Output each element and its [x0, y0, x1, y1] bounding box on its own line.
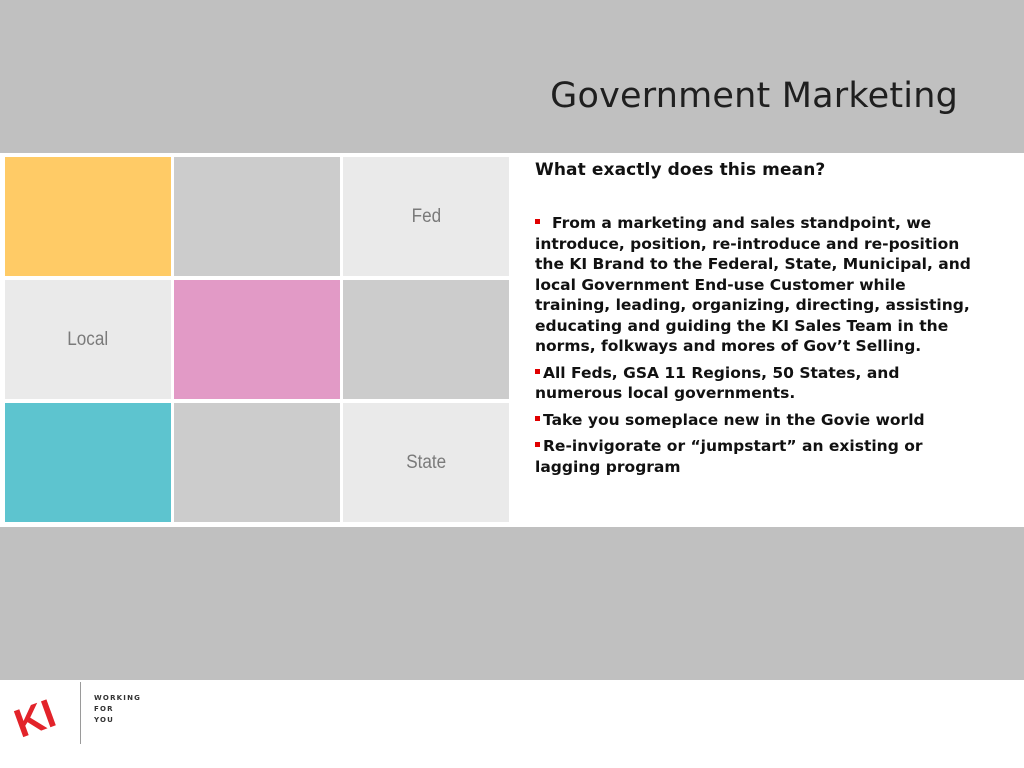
grid-cell-state: State	[343, 403, 509, 522]
grid-cell-7	[5, 403, 171, 522]
grid-cell-fed: Fed	[343, 157, 509, 276]
bullet-item: Re-invigorate or “jumpstart” an existing…	[535, 436, 985, 477]
tagline-line: WORKING	[94, 694, 142, 702]
square-bullet-icon	[535, 219, 540, 224]
bullet-list: From a marketing and sales standpoint, w…	[535, 213, 985, 477]
bullet-item: Take you someplace new in the Govie worl…	[535, 410, 985, 431]
grid-cell-label: Fed	[411, 205, 441, 227]
grid-cell-label: Local	[67, 328, 109, 350]
tagline-line: FOR	[94, 705, 114, 713]
color-grid: Fed Local State	[0, 153, 512, 527]
bullet-text: From a marketing and sales standpoint, w…	[535, 214, 971, 355]
grid-cell-5	[174, 280, 340, 399]
footer	[0, 680, 1024, 768]
bottom-band	[0, 527, 1024, 680]
bullet-item: From a marketing and sales standpoint, w…	[535, 213, 985, 357]
ki-logo: KI	[10, 692, 61, 738]
square-bullet-icon	[535, 442, 540, 447]
tagline-line: YOU	[94, 716, 115, 724]
title-band	[0, 0, 1024, 153]
grid-cell-8	[174, 403, 340, 522]
svg-text:KI: KI	[10, 692, 61, 738]
bullet-text: All Feds, GSA 11 Regions, 50 States, and…	[535, 363, 900, 403]
bullet-text: Take you someplace new in the Govie worl…	[543, 410, 925, 429]
square-bullet-icon	[535, 368, 540, 374]
grid-cell-6	[343, 280, 509, 399]
slide-title: Government Marketing	[550, 76, 958, 116]
grid-cell-1	[5, 157, 171, 276]
square-bullet-icon	[535, 415, 540, 421]
bullet-text: Re-invigorate or “jumpstart” an existing…	[535, 437, 923, 476]
tagline: WORKING FOR YOU	[94, 693, 141, 726]
logo-divider	[80, 682, 81, 744]
grid-cell-2	[174, 157, 340, 276]
grid-cell-label: State	[406, 451, 446, 473]
question-heading: What exactly does this mean?	[535, 160, 826, 180]
text-panel: What exactly does this mean? From a mark…	[535, 160, 985, 483]
bullet-item: All Feds, GSA 11 Regions, 50 States, and…	[535, 363, 985, 404]
grid-cell-local: Local	[5, 280, 171, 399]
